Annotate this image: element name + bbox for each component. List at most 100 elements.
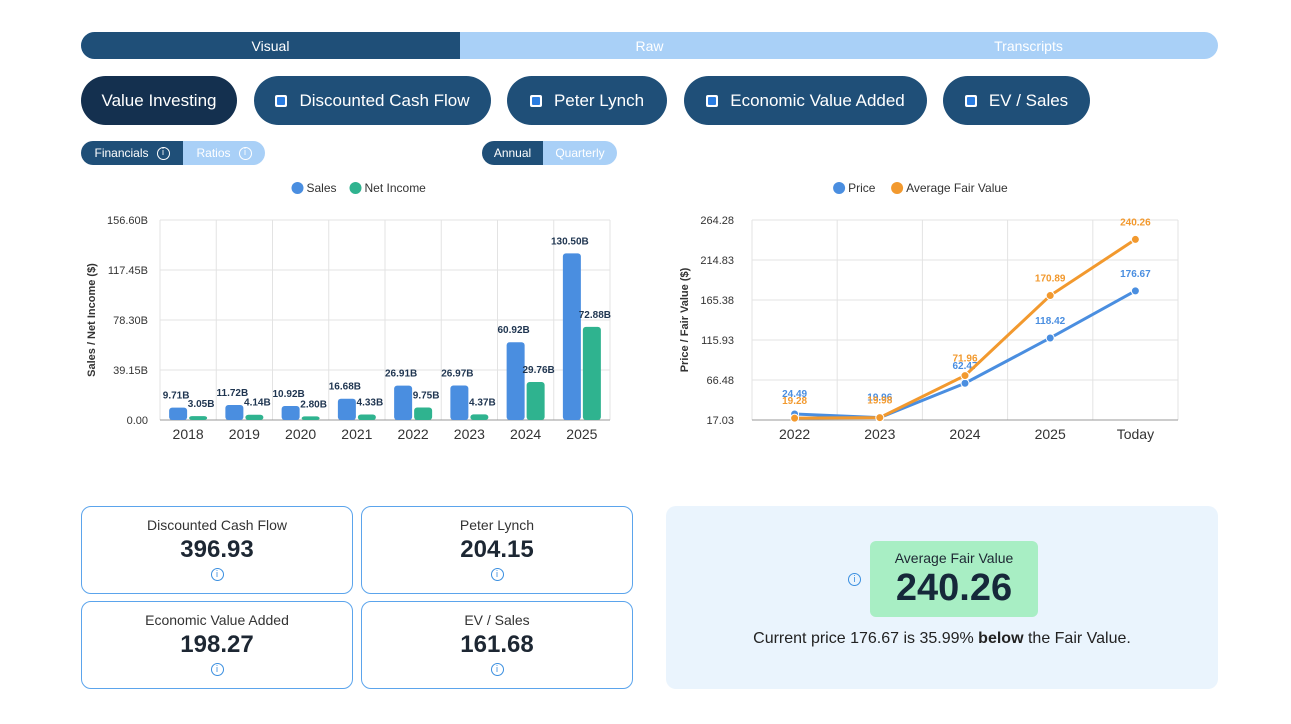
point-label-average-fair-value-2025: 170.89 xyxy=(1035,274,1066,285)
point-average-fair-value-2024 xyxy=(960,371,970,381)
fair-value-info-icon[interactable]: i xyxy=(848,573,861,586)
tab-visual[interactable]: Visual xyxy=(81,32,460,59)
fair-value-panel: i Average Fair Value 240.26 Current pric… xyxy=(666,506,1218,689)
ev-sales-label: EV / Sales xyxy=(988,90,1069,110)
peter-lynch-checkbox[interactable] xyxy=(529,94,542,107)
bar-label-net-income-2024: 29.76B xyxy=(523,365,555,376)
bar-sales-2024 xyxy=(506,342,525,420)
point-label-price-today: 176.67 xyxy=(1120,269,1151,280)
peter-lynch-label: Peter Lynch xyxy=(553,90,645,110)
x-tick-2024: 2024 xyxy=(949,426,980,442)
bar-net-income-2018 xyxy=(189,416,208,420)
ev-sales-checkbox[interactable] xyxy=(964,94,977,107)
ratios-option[interactable]: Ratios i xyxy=(183,141,265,165)
dcf-info-icon[interactable]: i xyxy=(210,568,224,581)
value-investing-button[interactable]: Value Investing xyxy=(81,76,237,125)
y-tick-1: 214.83 xyxy=(700,255,734,267)
average-fair-value-value: 240.26 xyxy=(895,567,1013,609)
bar-label-sales-2023: 26.97B xyxy=(441,369,473,380)
eva-card: Economic Value Added 198.27 i xyxy=(81,601,353,689)
dcf-toggle[interactable]: Discounted Cash Flow xyxy=(254,76,491,125)
bar-label-sales-2019: 11.72B xyxy=(217,388,249,399)
y-tick-1: 117.45B xyxy=(108,265,148,277)
y-tick-2: 78.30B xyxy=(113,315,148,327)
bar-net-income-2025 xyxy=(582,326,601,420)
eva-card-value: 198.27 xyxy=(180,631,254,658)
eva-checkbox[interactable] xyxy=(706,94,719,107)
x-tick-2020: 2020 xyxy=(285,426,316,442)
bar-net-income-2019 xyxy=(245,414,264,420)
point-label-price-2024: 62.47 xyxy=(952,361,977,372)
bar-net-income-2024 xyxy=(526,381,545,420)
financials-info-icon[interactable]: i xyxy=(156,146,170,160)
peter-lynch-toggle[interactable]: Peter Lynch xyxy=(507,76,667,125)
bar-sales-2021 xyxy=(337,398,356,420)
y-tick-3: 39.15B xyxy=(113,365,148,377)
average-fair-value-box: Average Fair Value 240.26 xyxy=(870,541,1038,617)
bar-sales-2020 xyxy=(281,406,300,420)
x-tick-today: Today xyxy=(1117,426,1154,442)
dcf-card-label: Discounted Cash Flow xyxy=(146,517,288,533)
legend-marker-1 xyxy=(891,182,904,194)
summary-suffix: the Fair Value. xyxy=(1027,630,1131,647)
point-price-2025 xyxy=(1045,333,1055,343)
ev-sales-info-icon[interactable]: i xyxy=(490,663,504,676)
y-tick-4: 66.48 xyxy=(706,375,734,387)
y-tick-5: 17.03 xyxy=(706,415,734,427)
dcf-checkbox[interactable] xyxy=(275,94,288,107)
tab-raw[interactable]: Raw xyxy=(635,37,664,54)
value-investing-label: Value Investing xyxy=(101,90,217,110)
point-label-price-2023: 19.96 xyxy=(867,393,892,404)
bar-label-sales-2018: 9.71B xyxy=(163,391,190,402)
financials-option[interactable]: Financials i xyxy=(81,141,183,165)
bar-sales-2019 xyxy=(225,405,244,420)
point-price-2024 xyxy=(960,378,970,388)
point-label-price-2022: 24.49 xyxy=(782,389,807,400)
peter-lynch-card-label: Peter Lynch xyxy=(459,517,535,533)
ev-sales-card-label: EV / Sales xyxy=(464,612,530,628)
summary-direction: below xyxy=(978,630,1024,647)
bar-net-income-2023 xyxy=(470,414,489,420)
bar-label-net-income-2019: 4.14B xyxy=(244,398,271,409)
bar-sales-2018 xyxy=(169,407,188,420)
bar-label-sales-2020: 10.92B xyxy=(273,389,305,400)
peter-lynch-card-value: 204.15 xyxy=(460,536,534,563)
bar-label-net-income-2025: 72.88B xyxy=(579,310,611,321)
ev-sales-card: EV / Sales 161.68 i xyxy=(361,601,633,689)
view-tabs: Visual Raw Transcripts xyxy=(81,32,1218,59)
y-tick-0: 264.28 xyxy=(700,215,734,227)
legend-marker-0 xyxy=(833,182,846,194)
x-tick-2023: 2023 xyxy=(864,426,895,442)
summary-prefix: Current price 176.67 is 35.99% xyxy=(753,630,974,647)
bar-sales-2022 xyxy=(394,385,413,420)
annual-option[interactable]: Annual xyxy=(482,141,543,165)
financials-label: Financials xyxy=(94,146,149,160)
x-tick-2024: 2024 xyxy=(510,426,541,442)
eva-info-icon[interactable]: i xyxy=(210,663,224,676)
ev-sales-toggle[interactable]: EV / Sales xyxy=(943,76,1090,125)
y-tick-3: 115.93 xyxy=(701,335,734,347)
peter-lynch-info-icon[interactable]: i xyxy=(490,568,504,581)
bar-sales-2025 xyxy=(562,253,581,420)
bar-label-sales-2025: 130.50B xyxy=(551,236,589,247)
point-average-fair-value-2022 xyxy=(790,413,800,423)
bar-label-sales-2024: 60.92B xyxy=(498,325,530,336)
bar-label-net-income-2022: 9.75B xyxy=(413,391,440,402)
legend-marker-0 xyxy=(291,182,304,194)
tab-transcripts[interactable]: Transcripts xyxy=(994,37,1063,54)
legend-label-1: Net Income xyxy=(365,181,427,195)
y-tick-2: 165.38 xyxy=(700,295,734,307)
y-axis-label: Price / Fair Value ($) xyxy=(679,267,691,372)
point-price-today xyxy=(1130,286,1140,296)
bar-net-income-2021 xyxy=(357,414,376,420)
ratios-info-icon[interactable]: i xyxy=(238,146,252,160)
ratios-label: Ratios xyxy=(196,146,231,160)
line-average-fair-value xyxy=(794,238,1137,420)
eva-toggle[interactable]: Economic Value Added xyxy=(684,76,927,125)
price-fair-value-chart: 264.28 214.83 165.38 115.93 66.48 17.03 Price … xyxy=(679,181,1179,442)
bar-label-net-income-2020: 2.80B xyxy=(300,399,327,410)
quarterly-option[interactable]: Quarterly xyxy=(543,141,617,165)
bar-net-income-2020 xyxy=(301,416,320,420)
legend-label-0: Sales xyxy=(307,181,337,195)
y-tick-4: 0.00 xyxy=(127,415,148,427)
